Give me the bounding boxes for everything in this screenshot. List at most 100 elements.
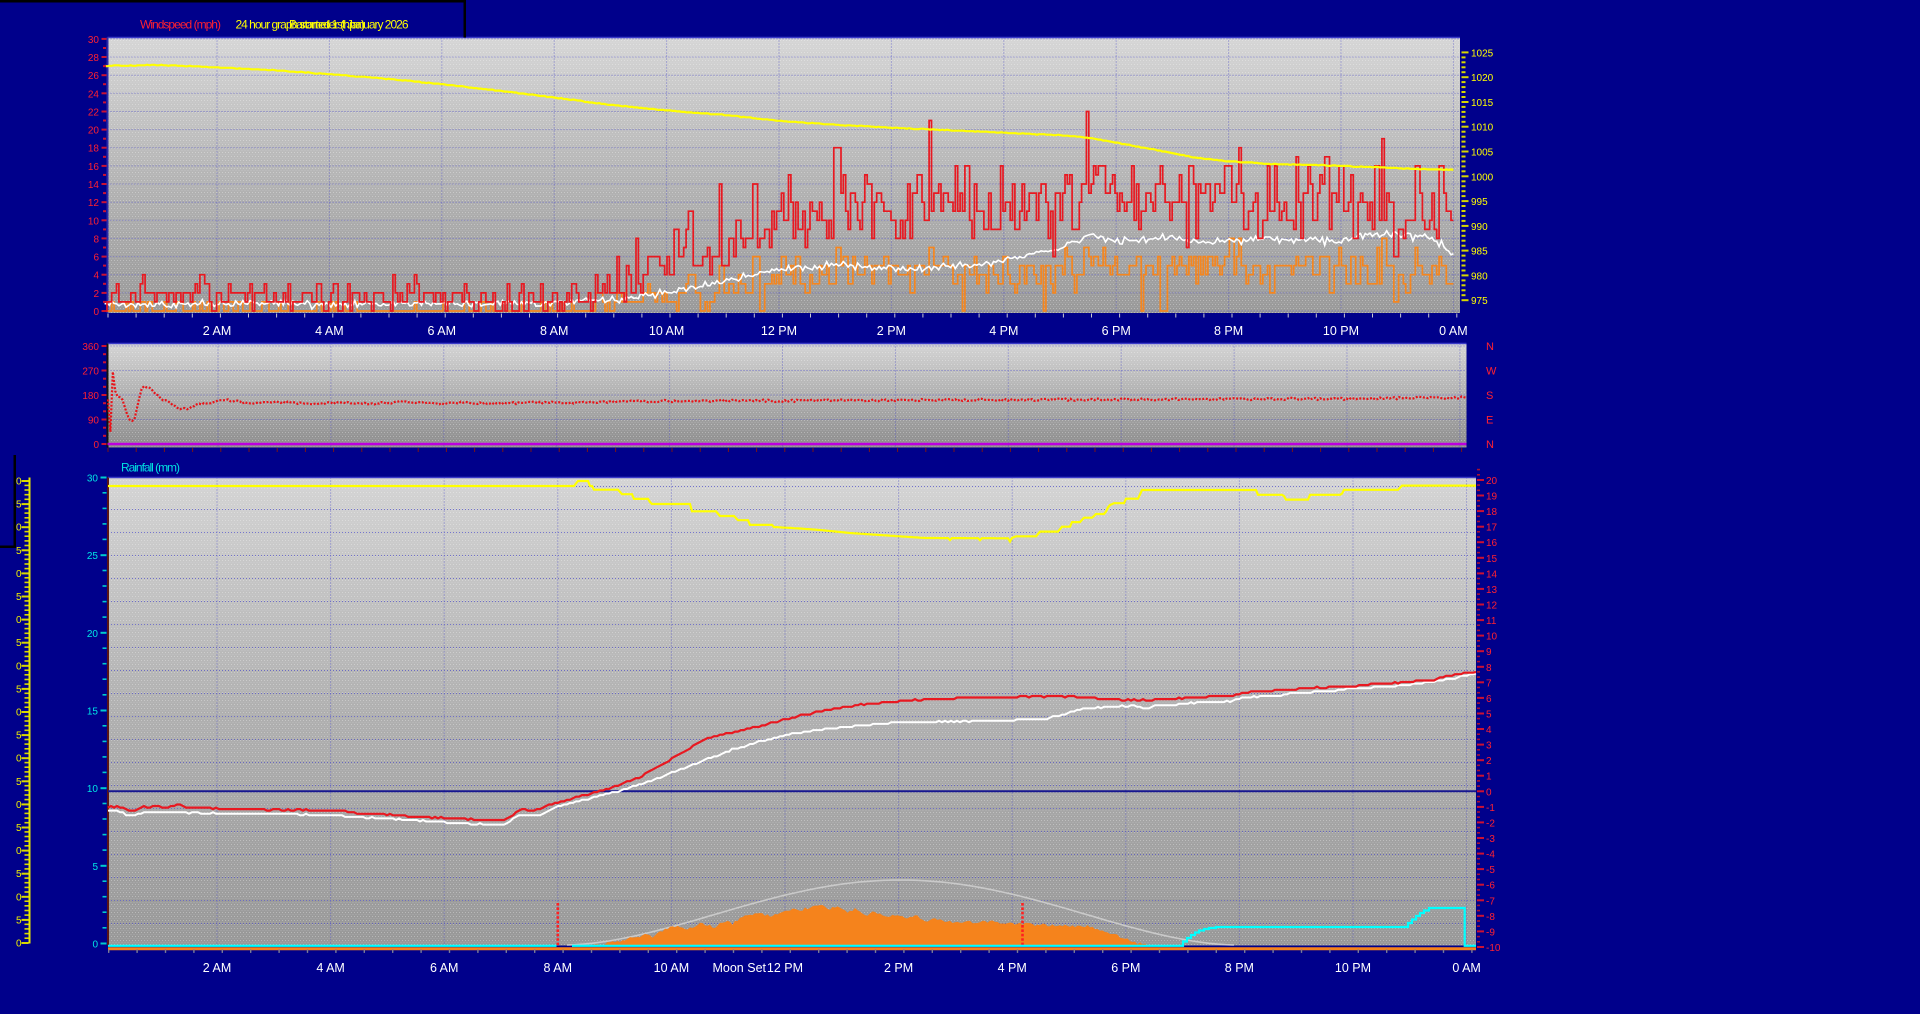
svg-text:-1: -1 bbox=[1486, 803, 1495, 814]
svg-text:12: 12 bbox=[88, 198, 100, 209]
svg-text:270: 270 bbox=[82, 367, 99, 378]
svg-text:360: 360 bbox=[82, 342, 99, 353]
svg-text:20: 20 bbox=[88, 126, 100, 137]
svg-text:-7: -7 bbox=[1486, 896, 1495, 907]
svg-text:4 AM: 4 AM bbox=[315, 324, 344, 338]
svg-text:19: 19 bbox=[1486, 492, 1498, 503]
svg-text:0: 0 bbox=[16, 661, 22, 672]
svg-text:0 AM: 0 AM bbox=[1439, 324, 1468, 338]
svg-text:13: 13 bbox=[1486, 585, 1498, 596]
svg-text:4 PM: 4 PM bbox=[989, 324, 1018, 338]
svg-text:10: 10 bbox=[87, 784, 99, 795]
svg-text:10: 10 bbox=[1486, 632, 1498, 643]
svg-text:0: 0 bbox=[93, 307, 99, 318]
svg-text:6: 6 bbox=[93, 253, 99, 264]
svg-text:5: 5 bbox=[92, 862, 98, 873]
svg-text:20: 20 bbox=[87, 629, 99, 640]
svg-text:2 PM: 2 PM bbox=[877, 324, 906, 338]
svg-text:5: 5 bbox=[16, 684, 22, 695]
svg-text:12 PM: 12 PM bbox=[767, 961, 803, 975]
svg-text:-3: -3 bbox=[1486, 834, 1495, 845]
svg-text:17: 17 bbox=[1486, 523, 1498, 534]
svg-text:20: 20 bbox=[1486, 476, 1498, 487]
svg-text:-2: -2 bbox=[1486, 818, 1495, 829]
svg-text:8: 8 bbox=[1486, 663, 1492, 674]
svg-text:N: N bbox=[1486, 341, 1494, 353]
svg-text:0: 0 bbox=[16, 615, 22, 626]
svg-text:2: 2 bbox=[1486, 756, 1492, 767]
svg-text:0: 0 bbox=[16, 569, 22, 580]
svg-text:4: 4 bbox=[1486, 725, 1492, 736]
svg-text:7: 7 bbox=[1486, 678, 1492, 689]
svg-text:15: 15 bbox=[1486, 554, 1498, 565]
svg-text:1020: 1020 bbox=[1471, 73, 1494, 84]
svg-text:18: 18 bbox=[1486, 507, 1498, 518]
svg-text:5: 5 bbox=[1486, 710, 1492, 721]
svg-text:1025: 1025 bbox=[1471, 48, 1494, 59]
svg-text:Moon Set: Moon Set bbox=[712, 961, 766, 975]
svg-text:6 PM: 6 PM bbox=[1102, 324, 1131, 338]
svg-text:1000: 1000 bbox=[1471, 172, 1494, 183]
svg-text:6: 6 bbox=[1486, 694, 1492, 705]
svg-text:12: 12 bbox=[1486, 601, 1498, 612]
svg-text:30: 30 bbox=[88, 35, 100, 46]
svg-text:8 PM: 8 PM bbox=[1225, 961, 1254, 975]
svg-text:3: 3 bbox=[1486, 741, 1492, 752]
svg-text:30: 30 bbox=[87, 474, 99, 485]
svg-text:0: 0 bbox=[16, 523, 22, 534]
svg-text:28: 28 bbox=[88, 53, 100, 64]
svg-text:22: 22 bbox=[88, 108, 100, 119]
svg-text:24 hour graph started 1st Janu: 24 hour graph started 1st January 2026 bbox=[236, 18, 409, 32]
svg-text:8 AM: 8 AM bbox=[544, 961, 573, 975]
svg-text:0: 0 bbox=[16, 800, 22, 811]
svg-text:-9: -9 bbox=[1486, 927, 1495, 938]
svg-text:5: 5 bbox=[16, 915, 22, 926]
svg-text:990: 990 bbox=[1471, 222, 1488, 233]
svg-text:6 PM: 6 PM bbox=[1111, 961, 1140, 975]
svg-text:995: 995 bbox=[1471, 197, 1488, 208]
svg-text:6 AM: 6 AM bbox=[430, 961, 459, 975]
svg-text:5: 5 bbox=[16, 823, 22, 834]
svg-text:E: E bbox=[1486, 415, 1493, 427]
svg-text:16: 16 bbox=[88, 162, 100, 173]
svg-text:10 PM: 10 PM bbox=[1323, 324, 1359, 338]
svg-text:11: 11 bbox=[1486, 616, 1497, 627]
svg-text:0: 0 bbox=[16, 939, 22, 950]
svg-text:18: 18 bbox=[88, 144, 100, 155]
svg-text:14: 14 bbox=[88, 180, 100, 191]
svg-text:5: 5 bbox=[16, 731, 22, 742]
svg-text:25: 25 bbox=[87, 551, 99, 562]
svg-text:1015: 1015 bbox=[1471, 98, 1494, 109]
svg-text:-6: -6 bbox=[1486, 881, 1495, 892]
svg-text:10: 10 bbox=[88, 216, 100, 227]
svg-text:-8: -8 bbox=[1486, 912, 1495, 923]
svg-text:4: 4 bbox=[93, 271, 99, 282]
svg-text:0: 0 bbox=[92, 940, 98, 951]
svg-text:5: 5 bbox=[16, 500, 22, 511]
svg-text:-4: -4 bbox=[1486, 850, 1495, 861]
svg-text:975: 975 bbox=[1471, 296, 1488, 307]
svg-text:12 PM: 12 PM bbox=[761, 324, 797, 338]
svg-text:10 AM: 10 AM bbox=[649, 324, 684, 338]
svg-text:180: 180 bbox=[82, 391, 99, 402]
svg-text:0: 0 bbox=[16, 754, 22, 765]
svg-text:2: 2 bbox=[93, 289, 99, 300]
svg-text:1: 1 bbox=[1486, 772, 1492, 783]
svg-text:5: 5 bbox=[16, 777, 22, 788]
svg-text:2 AM: 2 AM bbox=[203, 961, 232, 975]
svg-text:N: N bbox=[1486, 439, 1494, 451]
svg-text:16: 16 bbox=[1486, 538, 1498, 549]
svg-text:0: 0 bbox=[93, 440, 99, 451]
svg-text:0: 0 bbox=[16, 477, 22, 488]
svg-text:1010: 1010 bbox=[1471, 123, 1494, 134]
svg-text:0: 0 bbox=[16, 708, 22, 719]
svg-text:5: 5 bbox=[16, 638, 22, 649]
svg-text:980: 980 bbox=[1471, 271, 1488, 282]
svg-text:W: W bbox=[1486, 366, 1497, 378]
svg-text:2 AM: 2 AM bbox=[203, 324, 232, 338]
svg-text:2 PM: 2 PM bbox=[884, 961, 913, 975]
svg-text:S: S bbox=[1486, 390, 1493, 402]
svg-text:4 PM: 4 PM bbox=[998, 961, 1027, 975]
svg-text:8 AM: 8 AM bbox=[540, 324, 569, 338]
svg-text:0: 0 bbox=[16, 846, 22, 857]
